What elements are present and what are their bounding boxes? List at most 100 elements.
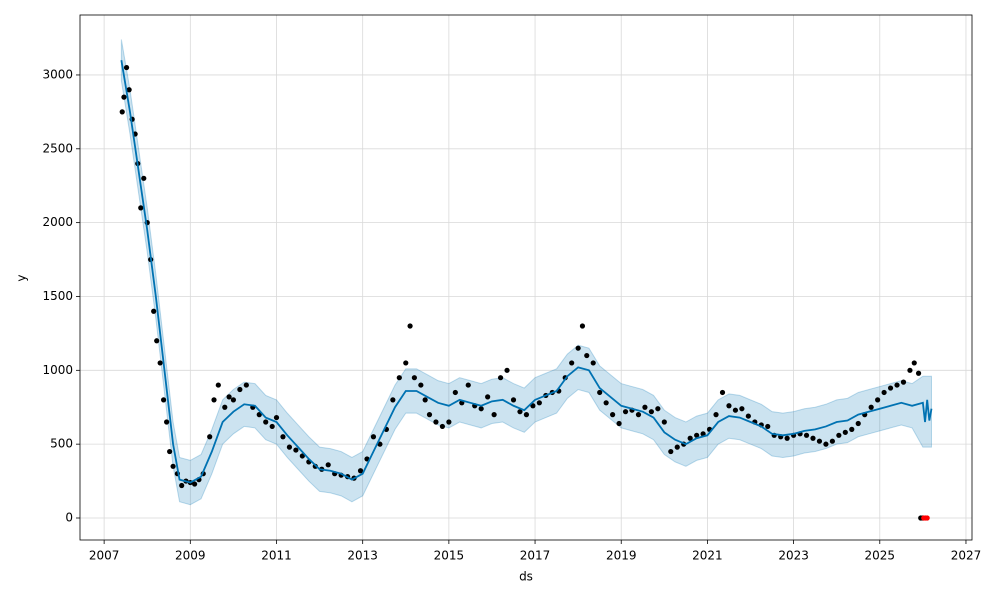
observed-point bbox=[485, 394, 491, 400]
observed-point bbox=[907, 367, 913, 373]
future-point bbox=[924, 515, 930, 521]
x-tick-label: 2025 bbox=[865, 549, 896, 563]
observed-point bbox=[842, 429, 848, 435]
observed-point bbox=[226, 394, 232, 400]
observed-point bbox=[836, 432, 842, 438]
observed-point bbox=[597, 389, 603, 396]
observed-point bbox=[530, 403, 536, 409]
observed-point bbox=[465, 382, 471, 388]
observed-point bbox=[823, 441, 829, 447]
observed-point bbox=[422, 397, 428, 403]
observed-point bbox=[418, 382, 424, 388]
observed-point bbox=[396, 375, 402, 381]
observed-point bbox=[894, 382, 900, 388]
observed-point bbox=[154, 338, 160, 344]
observed-point bbox=[325, 462, 331, 468]
observed-point bbox=[523, 412, 530, 418]
observed-point bbox=[732, 407, 739, 413]
observed-point bbox=[504, 367, 510, 373]
observed-point bbox=[700, 431, 706, 437]
x-tick-label: 2019 bbox=[606, 549, 637, 563]
observed-point bbox=[784, 435, 790, 441]
observed-point bbox=[745, 413, 751, 419]
observed-point bbox=[648, 409, 654, 415]
observed-point bbox=[687, 435, 693, 441]
x-tick-label: 2009 bbox=[175, 549, 206, 563]
observed-point bbox=[390, 397, 396, 403]
observed-point bbox=[357, 468, 364, 474]
observed-point bbox=[141, 175, 147, 181]
observed-point bbox=[855, 420, 861, 427]
observed-point bbox=[211, 397, 217, 403]
observed-point bbox=[575, 345, 581, 351]
observed-point bbox=[263, 419, 269, 425]
observed-point bbox=[370, 434, 377, 440]
observed-point bbox=[126, 87, 132, 93]
observed-point bbox=[810, 435, 816, 441]
observed-point bbox=[569, 360, 575, 366]
forecast-line bbox=[120, 60, 933, 484]
observed-point bbox=[286, 444, 293, 450]
observed-point bbox=[452, 389, 458, 396]
observed-point bbox=[215, 382, 221, 388]
observed-point bbox=[603, 400, 609, 406]
observed-point bbox=[119, 109, 125, 115]
x-tick-label: 2015 bbox=[434, 549, 465, 563]
observed-point bbox=[293, 447, 299, 453]
observed-point bbox=[403, 360, 409, 366]
observed-point bbox=[230, 397, 237, 403]
observed-point bbox=[160, 397, 167, 403]
observed-point bbox=[167, 448, 173, 455]
observed-point bbox=[713, 412, 719, 418]
observed-point bbox=[849, 426, 855, 432]
observed-point bbox=[887, 385, 894, 391]
observed-point bbox=[875, 397, 881, 403]
observed-point bbox=[590, 360, 596, 366]
observed-point bbox=[192, 481, 198, 487]
x-tick-label: 2011 bbox=[261, 549, 292, 563]
observed-point bbox=[829, 438, 835, 444]
y-tick-label: 1000 bbox=[42, 363, 73, 377]
observed-point bbox=[668, 448, 674, 455]
observed-point bbox=[433, 419, 439, 425]
y-tick-label: 2500 bbox=[42, 141, 73, 155]
observed-point bbox=[157, 360, 163, 366]
observed-point bbox=[269, 423, 275, 430]
observed-point bbox=[610, 412, 616, 418]
observed-point bbox=[635, 412, 642, 418]
observed-point bbox=[674, 444, 680, 450]
plot-frame bbox=[79, 14, 973, 541]
x-tick-label: 2023 bbox=[778, 549, 809, 563]
x-tick-label: 2021 bbox=[692, 549, 723, 563]
observed-point bbox=[765, 423, 771, 430]
observed-point bbox=[915, 370, 922, 376]
y-tick-label: 2000 bbox=[42, 215, 73, 229]
x-tick-label: 2007 bbox=[89, 549, 120, 563]
observed-point bbox=[726, 403, 732, 409]
observed-point bbox=[478, 406, 484, 412]
x-tick-label: 2013 bbox=[347, 549, 378, 563]
x-tick-label: 2027 bbox=[951, 549, 982, 563]
x-axis-label: ds bbox=[519, 570, 533, 584]
observed-point bbox=[407, 323, 413, 329]
observed-point bbox=[661, 419, 667, 425]
observed-point bbox=[536, 400, 542, 406]
observed-point bbox=[497, 375, 504, 381]
observed-point bbox=[584, 352, 590, 359]
observed-point bbox=[900, 379, 907, 385]
observed-point bbox=[491, 412, 497, 418]
y-axis-label: y bbox=[15, 274, 29, 281]
uncertainty-band bbox=[120, 39, 932, 506]
observed-point bbox=[164, 419, 170, 425]
observed-point bbox=[299, 453, 305, 459]
observed-point bbox=[439, 423, 446, 430]
observed-point bbox=[222, 404, 228, 410]
observed-point bbox=[579, 323, 586, 329]
y-tick-label: 500 bbox=[50, 437, 73, 451]
y-tick-label: 3000 bbox=[42, 67, 73, 81]
observed-point bbox=[170, 463, 176, 469]
observed-point bbox=[739, 406, 745, 412]
observed-point bbox=[138, 205, 144, 211]
observed-point bbox=[816, 438, 823, 444]
